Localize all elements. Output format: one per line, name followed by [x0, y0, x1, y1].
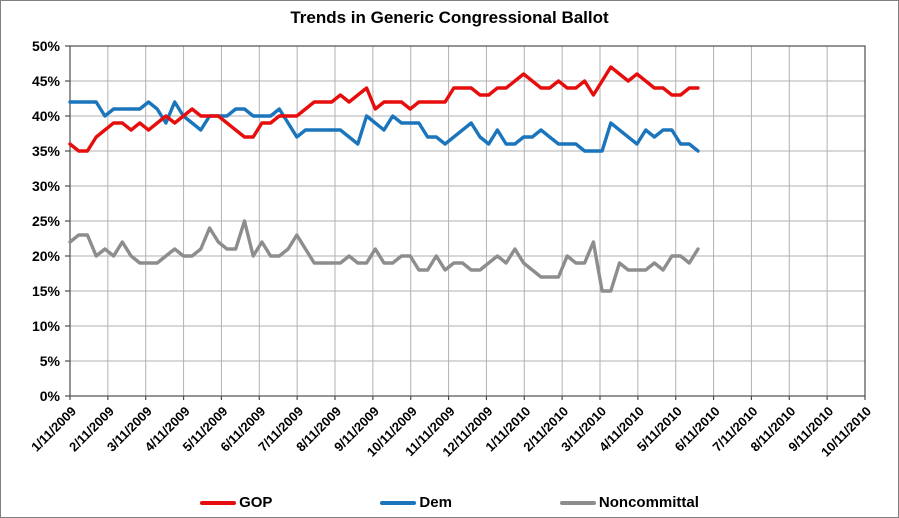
legend-label-noncommittal: Noncommittal — [598, 494, 699, 511]
legend-label-gop: GOP — [239, 494, 273, 511]
y-tick-label: 10% — [32, 318, 61, 334]
dem-line-swatch — [380, 500, 417, 505]
legend-item-noncommittal: Noncommittal — [559, 494, 699, 511]
y-tick-label: 25% — [32, 213, 61, 229]
dem-line — [68, 100, 700, 153]
legend-item-gop: GOP — [200, 494, 272, 511]
noncommittal-line — [68, 219, 700, 293]
gop-line — [68, 65, 700, 153]
y-tick-label: 15% — [32, 283, 61, 299]
y-tick-label: 5% — [40, 353, 61, 369]
y-tick-label: 30% — [32, 178, 61, 194]
gop-line-swatch — [200, 500, 237, 505]
y-tick-label: 40% — [32, 108, 61, 124]
y-tick-label: 45% — [32, 73, 61, 89]
y-tick-label: 50% — [32, 38, 61, 54]
legend-item-dem: Dem — [380, 494, 452, 511]
legend-label-dem: Dem — [419, 494, 452, 511]
noncommittal-line-swatch — [559, 500, 596, 505]
y-tick-label: 20% — [32, 248, 61, 264]
line-chart: 50%45%40%35%30%25%20%15%10%5%0%1/11/2009… — [28, 38, 874, 460]
y-tick-label: 0% — [40, 388, 61, 404]
chart-title: Trends in Generic Congressional Ballot — [290, 8, 609, 27]
y-tick-label: 35% — [32, 143, 61, 159]
legend: GOP Dem Noncommittal — [1, 494, 898, 511]
